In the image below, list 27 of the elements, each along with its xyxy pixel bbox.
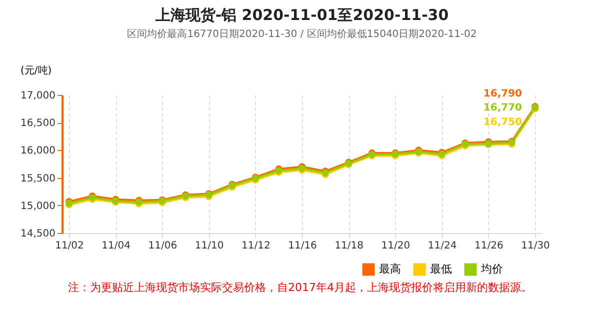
data-label: 16,770 bbox=[483, 102, 522, 114]
data-label: 16,750 bbox=[483, 116, 522, 128]
legend-label: 最低 bbox=[430, 262, 452, 276]
x-tick-label: 11/04 bbox=[102, 240, 131, 252]
y-tick-label: 17,000 bbox=[20, 90, 56, 102]
x-tick-label: 11/30 bbox=[521, 240, 550, 252]
y-tick-label: 16,500 bbox=[20, 118, 56, 130]
y-tick-label: 15,000 bbox=[20, 200, 56, 212]
x-tick-label: 11/10 bbox=[194, 240, 224, 252]
data-label: 16,790 bbox=[483, 88, 522, 100]
x-tick-label: 11/16 bbox=[288, 240, 317, 252]
x-tick-label: 11/06 bbox=[148, 240, 178, 252]
y-tick-label: 16,000 bbox=[20, 146, 56, 157]
legend-label: 最高 bbox=[379, 262, 401, 276]
y-tick-label: 15,500 bbox=[20, 173, 56, 184]
x-tick-label: 11/18 bbox=[334, 240, 364, 252]
x-tick-label: 11/12 bbox=[241, 240, 270, 252]
y-axis-title: (元/吨) bbox=[20, 64, 52, 76]
chart-subtitle: 区间均价最高16770日期2020-11-30 / 区间均价最低15040日期2020-11-02 bbox=[127, 28, 477, 40]
chart-title: 上海现货-铝 2020-11-01至2020-11-30 bbox=[154, 6, 449, 24]
x-tick-label: 11/20 bbox=[381, 240, 410, 252]
x-tick-label: 11/02 bbox=[55, 240, 84, 252]
x-tick-label: 11/26 bbox=[474, 240, 504, 252]
y-tick-label: 14,500 bbox=[20, 228, 56, 240]
text: 注：为更贴近上海现货市场实际交易价格，自2017年4月起，上海现货报价将启用新的数据源。 bbox=[67, 280, 533, 295]
x-tick-label: 11/24 bbox=[428, 240, 457, 252]
legend-label: 均价 bbox=[480, 262, 503, 276]
